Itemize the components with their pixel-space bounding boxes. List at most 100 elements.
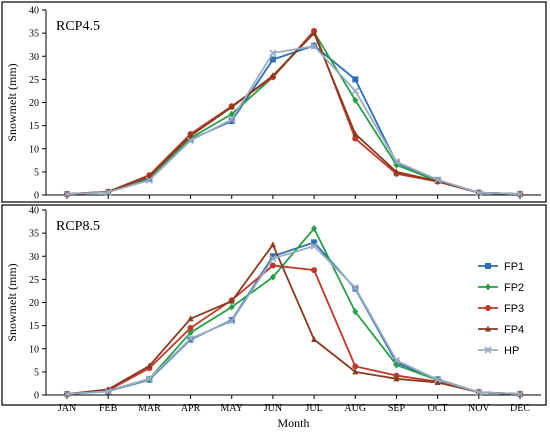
data-point-hp bbox=[269, 254, 277, 263]
legend-marker-fp1 bbox=[485, 263, 491, 269]
y-tick-label: 0 bbox=[34, 191, 39, 202]
data-point-fp4 bbox=[311, 336, 318, 342]
data-point-hp bbox=[434, 376, 442, 384]
x-tick-label: APR bbox=[181, 403, 201, 414]
series-line-hp bbox=[66, 245, 521, 395]
x-tick-label: AUG bbox=[344, 403, 366, 414]
data-point-fp1 bbox=[269, 253, 276, 260]
y-tick-label: 10 bbox=[29, 144, 39, 155]
data-point-fp4 bbox=[228, 103, 235, 110]
data-point-fp1 bbox=[311, 239, 318, 246]
data-point-hp bbox=[310, 42, 318, 50]
data-point-hp bbox=[63, 390, 71, 398]
data-point-fp1 bbox=[228, 118, 235, 124]
data-point-fp2 bbox=[187, 329, 194, 337]
data-point-hp bbox=[228, 116, 236, 124]
legend-label-fp1: FP1 bbox=[504, 261, 524, 273]
panel-2: 0 5 10 15 20 25 30 35 40 JAN FEB MAR APR MAY JUN JUL AUG… bbox=[1, 204, 547, 430]
x-tick-label: JUL bbox=[305, 403, 322, 414]
series-fp1 bbox=[64, 239, 523, 398]
data-point-fp2 bbox=[269, 273, 276, 281]
data-point-hp bbox=[145, 176, 153, 184]
data-point-hp bbox=[434, 176, 442, 184]
data-point-fp4 bbox=[269, 72, 276, 79]
legend-marker-hp bbox=[484, 346, 492, 354]
y-tick-label: 30 bbox=[29, 252, 39, 263]
data-point-hp bbox=[145, 375, 153, 383]
x-axis-title: Month bbox=[277, 416, 309, 430]
data-point-fp2 bbox=[311, 225, 318, 232]
data-point-hp bbox=[351, 284, 359, 292]
data-point-hp bbox=[186, 136, 195, 144]
data-point-hp bbox=[351, 87, 359, 95]
panel-title: RCP4.5 bbox=[56, 19, 100, 34]
y-axis-title: Snowmelt (mm) bbox=[5, 263, 19, 341]
data-point-fp4 bbox=[228, 297, 235, 304]
data-point-hp bbox=[269, 49, 277, 57]
y-tick-label: 15 bbox=[29, 321, 39, 332]
y-tick-label: 20 bbox=[29, 298, 39, 309]
data-point-hp bbox=[104, 188, 112, 196]
legend: FP1 FP2 FP3 FP4 HP bbox=[478, 261, 524, 357]
y-tick-label: 40 bbox=[29, 6, 39, 17]
legend-label-hp: HP bbox=[504, 345, 519, 357]
data-point-hp bbox=[392, 356, 401, 364]
data-point-fp4 bbox=[393, 375, 400, 382]
y-tick-label: 0 bbox=[34, 391, 39, 402]
series-line-fp1 bbox=[66, 44, 521, 195]
data-point-fp3 bbox=[187, 324, 194, 331]
data-point-hp bbox=[63, 190, 71, 198]
data-point-fp4 bbox=[187, 132, 194, 139]
x-tick-label: JUN bbox=[264, 403, 282, 414]
panel-title: RCP8.5 bbox=[56, 219, 100, 234]
legend-label-fp3: FP3 bbox=[504, 303, 524, 315]
data-point-hp bbox=[186, 335, 195, 343]
y-tick-label: 5 bbox=[34, 167, 39, 178]
x-tick-label: SEP bbox=[388, 403, 406, 414]
series-line-fp2 bbox=[66, 226, 521, 395]
data-point-fp3 bbox=[352, 135, 359, 142]
data-point-hp bbox=[228, 317, 236, 325]
y-tick-label: 25 bbox=[29, 75, 39, 86]
series-fp3 bbox=[64, 262, 523, 398]
data-point-hp bbox=[516, 390, 524, 398]
data-point-fp1 bbox=[352, 76, 359, 83]
x-tick-label: DEC bbox=[510, 403, 530, 414]
data-point-fp4 bbox=[187, 315, 194, 322]
series-fp4 bbox=[64, 29, 523, 197]
y-tick-label: 20 bbox=[29, 98, 39, 109]
y-tick-label: 5 bbox=[34, 367, 39, 378]
x-tick-label: NOV bbox=[468, 403, 490, 414]
x-tick-label: MAR bbox=[138, 403, 161, 414]
series-line-fp4 bbox=[66, 242, 521, 395]
legend-marker-fp2 bbox=[485, 283, 491, 291]
x-tick-label: FEB bbox=[99, 403, 118, 414]
series-fp4 bbox=[64, 241, 523, 397]
data-point-fp4 bbox=[393, 168, 400, 175]
data-point-fp2 bbox=[352, 96, 359, 104]
data-point-hp bbox=[475, 388, 483, 396]
data-point-fp4 bbox=[352, 368, 359, 375]
data-point-fp2 bbox=[393, 361, 400, 369]
legend-label-fp4: FP4 bbox=[504, 324, 524, 336]
panel-frame bbox=[1, 1, 547, 203]
panel-1: 0 5 10 15 20 25 30 35 40 Snowmelt (mm) RCP4.5 bbox=[1, 1, 547, 203]
data-point-fp3 bbox=[311, 267, 318, 274]
data-point-fp3 bbox=[352, 363, 359, 370]
data-point-fp4 bbox=[434, 379, 441, 386]
legend-label-fp2: FP2 bbox=[504, 282, 524, 294]
data-point-fp4 bbox=[146, 362, 153, 369]
y-tick-label: 35 bbox=[29, 229, 39, 240]
series-line-fp1 bbox=[66, 241, 521, 395]
data-point-fp1 bbox=[269, 56, 276, 63]
series-line-fp4 bbox=[66, 31, 521, 195]
y-tick-label: 30 bbox=[29, 52, 39, 63]
x-tick-label: MAY bbox=[221, 403, 243, 414]
series-fp1 bbox=[64, 42, 523, 198]
data-point-hp bbox=[104, 387, 112, 395]
legend-marker-fp3 bbox=[485, 305, 491, 311]
series-line-fp2 bbox=[66, 30, 521, 195]
data-point-hp bbox=[475, 189, 483, 197]
